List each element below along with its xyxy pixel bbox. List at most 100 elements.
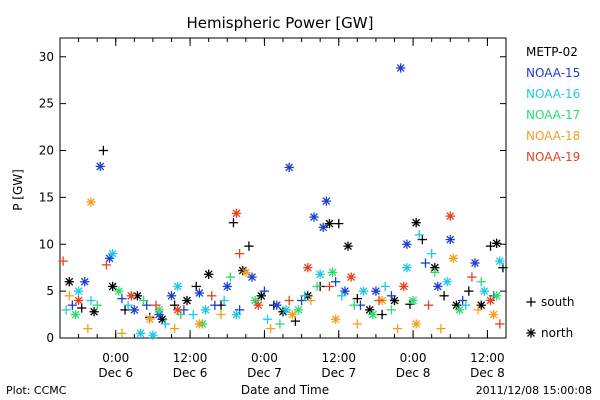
- marker-stroke: [303, 263, 312, 272]
- data-point-south: [498, 263, 508, 273]
- data-point-north: [318, 222, 328, 233]
- legend: METP-02 NOAA-15 NOAA-16 NOAA-17 NOAA-18 NOAA-…: [526, 45, 580, 340]
- marker-stroke: [173, 305, 182, 314]
- marker-stroke: [87, 198, 95, 206]
- marker-stroke: [74, 287, 83, 296]
- data-point-south: [234, 305, 245, 315]
- marker-stroke: [96, 162, 105, 171]
- marker-stroke: [495, 257, 504, 266]
- marker-stroke: [65, 277, 74, 286]
- marker-stroke: [232, 310, 241, 319]
- data-point-south: [207, 291, 217, 301]
- marker-stroke: [446, 235, 455, 244]
- data-point-south: [225, 272, 235, 282]
- data-point-north: [135, 328, 146, 338]
- data-point-south: [191, 281, 201, 292]
- data-point-south: [423, 300, 434, 310]
- marker-stroke: [316, 270, 325, 279]
- data-point-north: [454, 305, 465, 315]
- data-point-north: [315, 269, 325, 279]
- y-tick-label: 20: [39, 144, 54, 158]
- data-point-north: [492, 291, 502, 301]
- x-tick-time: 12:00: [470, 351, 505, 365]
- data-point-north: [408, 295, 418, 306]
- data-point-south: [275, 319, 285, 329]
- data-point-south: [188, 309, 198, 320]
- marker-stroke: [412, 320, 421, 328]
- data-point-north: [86, 197, 96, 207]
- data-point-north: [231, 208, 242, 218]
- legend-entry: METP-02: [526, 45, 578, 59]
- legend-label-south: south: [541, 295, 575, 309]
- data-point-south: [414, 230, 424, 240]
- data-point-north: [365, 305, 375, 315]
- marker-stroke: [272, 301, 281, 310]
- data-point-south: [216, 309, 226, 320]
- data-point-south: [427, 248, 437, 259]
- data-point-north: [241, 267, 251, 278]
- data-point-south: [374, 295, 384, 306]
- marker-stroke: [285, 163, 294, 172]
- marker-stroke: [127, 291, 136, 300]
- data-point-north: [448, 253, 458, 263]
- marker-stroke: [136, 329, 145, 338]
- marker-stroke: [371, 287, 380, 296]
- data-point-south: [77, 303, 87, 313]
- data-point-north: [73, 295, 84, 306]
- data-point-north: [114, 286, 124, 296]
- data-point-north: [402, 239, 412, 249]
- marker-stroke: [167, 291, 176, 300]
- data-point-south: [244, 241, 254, 251]
- data-point-south: [464, 286, 474, 296]
- data-point-north: [173, 281, 183, 292]
- legend-marker-south-icon: [526, 297, 536, 307]
- x-tick-date: Dec 6: [173, 366, 208, 380]
- marker-stroke: [74, 296, 83, 305]
- data-point-north: [445, 234, 455, 245]
- marker-stroke: [331, 315, 340, 324]
- chart-title: Hemispheric Power [GW]: [187, 14, 374, 32]
- data-point-north: [247, 272, 257, 282]
- marker-stroke: [254, 301, 263, 310]
- data-point-south: [290, 316, 301, 326]
- data-point-south: [210, 300, 220, 310]
- data-point-south: [417, 234, 428, 245]
- marker-stroke: [201, 305, 210, 314]
- data-point-south: [352, 319, 362, 329]
- data-point-north: [194, 319, 205, 329]
- marker-stroke: [204, 270, 213, 279]
- data-point-south: [61, 305, 71, 315]
- data-point-north: [154, 305, 164, 315]
- marker-stroke: [108, 249, 117, 258]
- data-point-north: [250, 295, 260, 306]
- series-metp-02: [64, 145, 508, 326]
- data-point-south: [296, 295, 307, 306]
- marker-stroke: [195, 320, 204, 328]
- data-point-north: [80, 277, 90, 287]
- marker-stroke: [145, 315, 154, 324]
- data-point-north: [108, 248, 118, 259]
- data-point-north: [346, 272, 356, 282]
- data-point-north: [492, 238, 502, 248]
- data-point-south: [473, 305, 483, 315]
- data-point-south: [349, 300, 359, 310]
- marker-stroke: [322, 197, 331, 206]
- data-point-north: [200, 305, 211, 315]
- legend-marker-north-icon: [526, 328, 536, 338]
- y-axis: 0 5 10 15 20 25 30: [39, 50, 506, 345]
- data-point-south: [436, 323, 446, 334]
- data-point-south: [117, 328, 127, 338]
- data-point-south: [259, 286, 270, 296]
- data-point-north: [231, 309, 242, 320]
- data-point-north: [445, 211, 455, 221]
- marker-stroke: [492, 291, 501, 300]
- data-point-south: [284, 295, 294, 306]
- data-point-south: [312, 281, 322, 292]
- data-point-north: [331, 314, 341, 324]
- data-point-south: [98, 145, 109, 156]
- data-point-south: [324, 281, 335, 292]
- data-point-south: [377, 309, 387, 320]
- series-noaa-19: [58, 208, 505, 329]
- data-point-north: [204, 269, 214, 279]
- marker-stroke: [477, 301, 486, 310]
